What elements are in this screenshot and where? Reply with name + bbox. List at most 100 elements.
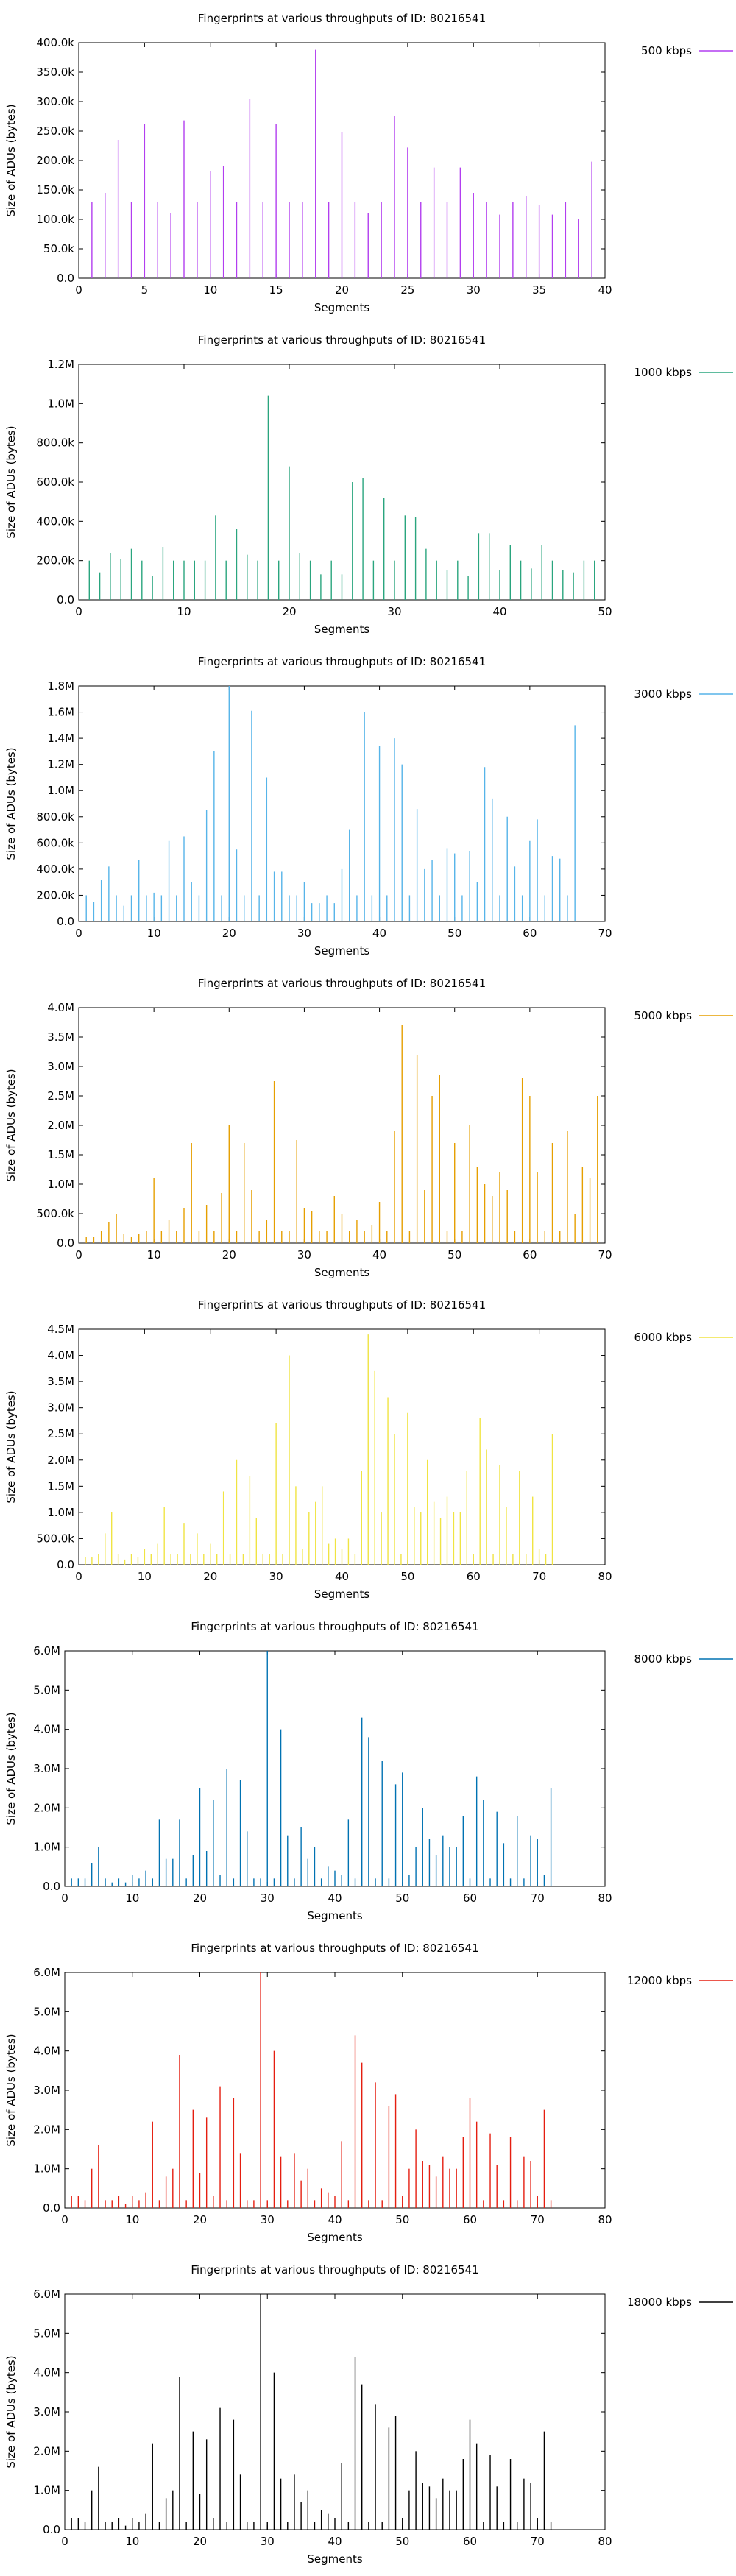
- chart-panel-7: Fingerprints at various throughputs of I…: [0, 2251, 736, 2573]
- x-tick-label: 40: [598, 283, 612, 297]
- x-tick-label: 40: [492, 605, 506, 618]
- y-tick-label: 1.2M: [47, 358, 74, 371]
- y-tick-label: 1.4M: [47, 732, 74, 745]
- x-tick-label: 40: [328, 2213, 342, 2226]
- x-tick-label: 20: [222, 927, 236, 940]
- legend-label: 3000 kbps: [634, 687, 693, 701]
- y-tick-label: 1.5M: [47, 1148, 74, 1161]
- x-tick-label: 60: [463, 1892, 477, 1905]
- y-tick-label: 600.0k: [36, 475, 74, 489]
- x-tick-label: 0: [61, 2213, 68, 2226]
- y-tick-label: 2.5M: [47, 1427, 74, 1440]
- y-tick-label: 800.0k: [36, 436, 74, 450]
- x-tick-label: 70: [598, 927, 612, 940]
- chart-svg: Fingerprints at various throughputs of I…: [4, 12, 733, 314]
- y-tick-label: 4.0M: [47, 1001, 74, 1014]
- y-axis-label: Size of ADUs (bytes): [4, 2034, 18, 2146]
- y-tick-label: 0.0: [57, 1236, 74, 1250]
- y-tick-label: 5.0M: [33, 2326, 60, 2340]
- chart-panel-3: Fingerprints at various throughputs of I…: [0, 965, 736, 1287]
- x-axis-label: Segments: [314, 623, 370, 636]
- y-tick-label: 3.0M: [47, 1401, 74, 1415]
- y-tick-label: 0.0: [57, 272, 74, 285]
- y-tick-label: 1.0M: [47, 1178, 74, 1191]
- y-axis-label: Size of ADUs (bytes): [4, 747, 18, 860]
- x-tick-label: 30: [269, 1570, 283, 1583]
- y-tick-label: 5.0M: [33, 2005, 60, 2018]
- y-tick-label: 50.0k: [43, 242, 74, 255]
- chart-svg: Fingerprints at various throughputs of I…: [4, 333, 733, 636]
- x-tick-label: 50: [447, 1248, 461, 1262]
- y-tick-label: 600.0k: [36, 836, 74, 849]
- x-tick-label: 70: [532, 1570, 546, 1583]
- y-axis-label: Size of ADUs (bytes): [4, 1712, 18, 1825]
- chart-svg: Fingerprints at various throughputs of I…: [4, 977, 733, 1279]
- y-tick-label: 200.0k: [36, 888, 74, 902]
- x-tick-label: 10: [125, 2535, 139, 2548]
- x-tick-label: 30: [297, 927, 311, 940]
- x-axis-label: Segments: [314, 301, 370, 314]
- y-tick-label: 400.0k: [36, 36, 74, 49]
- x-tick-label: 10: [147, 927, 161, 940]
- plot-frame: [78, 1328, 606, 1565]
- chart-panel-1: Fingerprints at various throughputs of I…: [0, 322, 736, 643]
- x-tick-label: 35: [532, 283, 546, 297]
- y-axis-label: Size of ADUs (bytes): [4, 1390, 18, 1503]
- chart-panel-0: Fingerprints at various throughputs of I…: [0, 0, 736, 322]
- y-tick-label: 3.0M: [33, 2084, 60, 2097]
- chart-svg: Fingerprints at various throughputs of I…: [4, 655, 733, 958]
- x-tick-label: 40: [328, 1892, 342, 1905]
- x-tick-label: 40: [328, 2535, 342, 2548]
- chart-title: Fingerprints at various throughputs of I…: [191, 1620, 478, 1633]
- y-tick-label: 5.0M: [33, 1683, 60, 1696]
- legend-label: 500 kbps: [641, 44, 692, 57]
- x-tick-label: 50: [447, 927, 461, 940]
- x-tick-label: 20: [222, 1248, 236, 1262]
- y-tick-label: 0.0: [43, 2201, 60, 2215]
- y-tick-label: 150.0k: [36, 183, 74, 197]
- chart-svg: Fingerprints at various throughputs of I…: [4, 1942, 733, 2244]
- x-tick-label: 60: [463, 2213, 477, 2226]
- y-tick-label: 4.0M: [33, 2366, 60, 2379]
- x-tick-label: 20: [193, 1892, 207, 1905]
- y-tick-label: 3.5M: [47, 1375, 74, 1388]
- y-tick-label: 3.0M: [47, 1060, 74, 1073]
- x-tick-label: 0: [75, 927, 82, 940]
- x-tick-label: 40: [335, 1570, 349, 1583]
- x-tick-label: 20: [193, 2535, 207, 2548]
- x-axis-label: Segments: [314, 944, 370, 958]
- y-tick-label: 0.0: [43, 2523, 60, 2536]
- plot-frame: [64, 1650, 606, 1887]
- x-tick-label: 80: [598, 2535, 612, 2548]
- x-axis-label: Segments: [307, 1909, 363, 1922]
- x-tick-label: 70: [531, 2535, 545, 2548]
- y-tick-label: 1.5M: [47, 1479, 74, 1493]
- x-tick-label: 0: [75, 283, 82, 297]
- y-tick-label: 100.0k: [36, 213, 74, 226]
- chart-svg: Fingerprints at various throughputs of I…: [4, 1620, 733, 1922]
- x-axis-label: Segments: [307, 2552, 363, 2566]
- x-tick-label: 0: [75, 605, 82, 618]
- x-tick-label: 20: [282, 605, 296, 618]
- x-tick-label: 0: [61, 2535, 68, 2548]
- x-tick-label: 20: [335, 283, 349, 297]
- y-tick-label: 1.0M: [47, 784, 74, 797]
- chart-svg: Fingerprints at various throughputs of I…: [4, 2263, 733, 2566]
- y-tick-label: 2.0M: [47, 1119, 74, 1132]
- x-axis-label: Segments: [307, 2231, 363, 2244]
- x-tick-label: 10: [138, 1570, 152, 1583]
- chart-panel-2: Fingerprints at various throughputs of I…: [0, 643, 736, 965]
- y-tick-label: 0.0: [57, 593, 74, 606]
- x-tick-label: 80: [598, 1892, 612, 1905]
- chart-svg: Fingerprints at various throughputs of I…: [4, 1298, 733, 1601]
- y-tick-label: 0.0: [43, 1880, 60, 1893]
- y-tick-label: 2.0M: [47, 1454, 74, 1467]
- x-tick-label: 10: [125, 1892, 139, 1905]
- y-tick-label: 500.0k: [36, 1207, 74, 1220]
- x-tick-label: 0: [61, 1892, 68, 1905]
- y-axis-label: Size of ADUs (bytes): [4, 1069, 18, 1181]
- x-axis-label: Segments: [314, 1266, 370, 1279]
- chart-title: Fingerprints at various throughputs of I…: [191, 2263, 478, 2276]
- x-tick-label: 15: [269, 283, 283, 297]
